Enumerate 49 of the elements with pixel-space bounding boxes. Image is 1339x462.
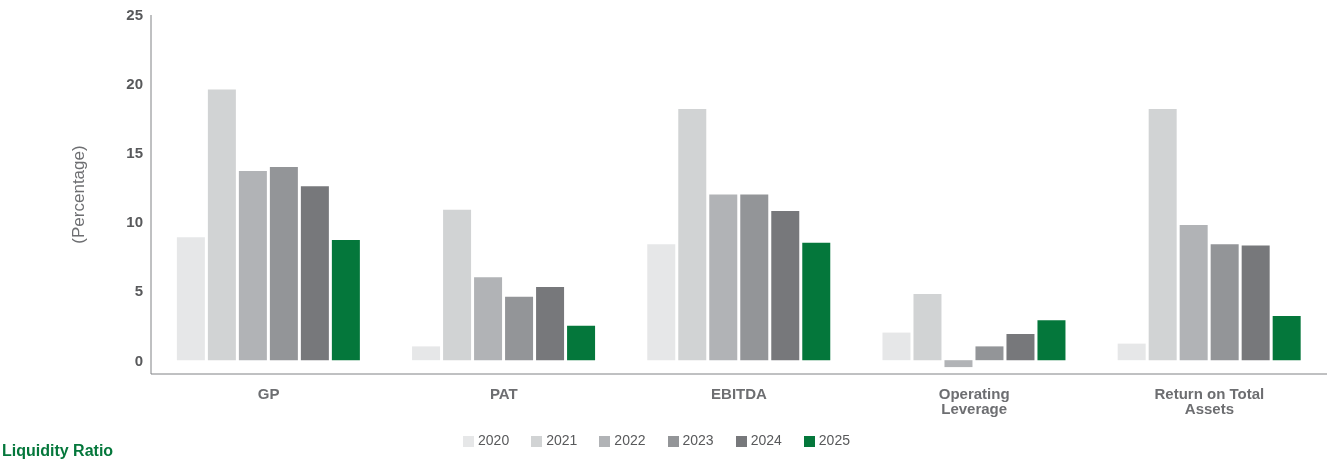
x-tick-label: Return on Total Assets (1154, 384, 1265, 417)
x-tick-label: Operating Leverage (938, 384, 1010, 417)
bar (536, 287, 565, 361)
bar (882, 332, 911, 361)
bar (1117, 343, 1146, 361)
bar (207, 89, 236, 361)
y-tick-label: 15 (126, 144, 143, 162)
bar (474, 277, 503, 361)
y-axis-title: (Percentage) (69, 145, 89, 244)
legend-label: 2022 (614, 432, 646, 448)
y-tick-label: 5 (134, 282, 143, 300)
bar (1148, 108, 1177, 361)
bar (913, 293, 942, 361)
legend-label: 2023 (682, 432, 714, 448)
bar (1210, 244, 1239, 361)
y-tick-label: 20 (126, 75, 143, 93)
bar (647, 244, 676, 361)
bar (238, 171, 267, 361)
bar (771, 211, 800, 361)
bar (300, 186, 329, 361)
bar (269, 166, 298, 361)
y-tick-label: 25 (126, 6, 143, 24)
bar (802, 242, 831, 361)
y-tick-label: 0 (134, 351, 143, 369)
legend-label: 2024 (750, 432, 782, 448)
bar (709, 194, 738, 361)
bar (443, 209, 472, 361)
legend-label: 2025 (818, 432, 850, 448)
x-tick-label: GP (257, 384, 280, 402)
bar (567, 325, 596, 361)
bar (331, 240, 360, 361)
bar (1272, 316, 1301, 361)
legend-label: 2021 (546, 432, 578, 448)
y-tick-label: 10 (126, 213, 143, 231)
bar (1037, 320, 1066, 361)
bar (176, 237, 205, 361)
bar (740, 194, 769, 361)
bar (944, 360, 973, 368)
bar (975, 346, 1004, 361)
x-tick-label: PAT (489, 384, 518, 402)
bar (505, 296, 534, 361)
bar (1006, 333, 1035, 361)
bar (1241, 245, 1270, 361)
bar (412, 346, 441, 361)
legend-label: 2020 (478, 432, 510, 448)
bar (678, 108, 707, 361)
bar (1179, 224, 1208, 361)
text: Liquidity Ratio (2, 442, 114, 460)
x-tick-label: EBITDA (711, 384, 768, 402)
